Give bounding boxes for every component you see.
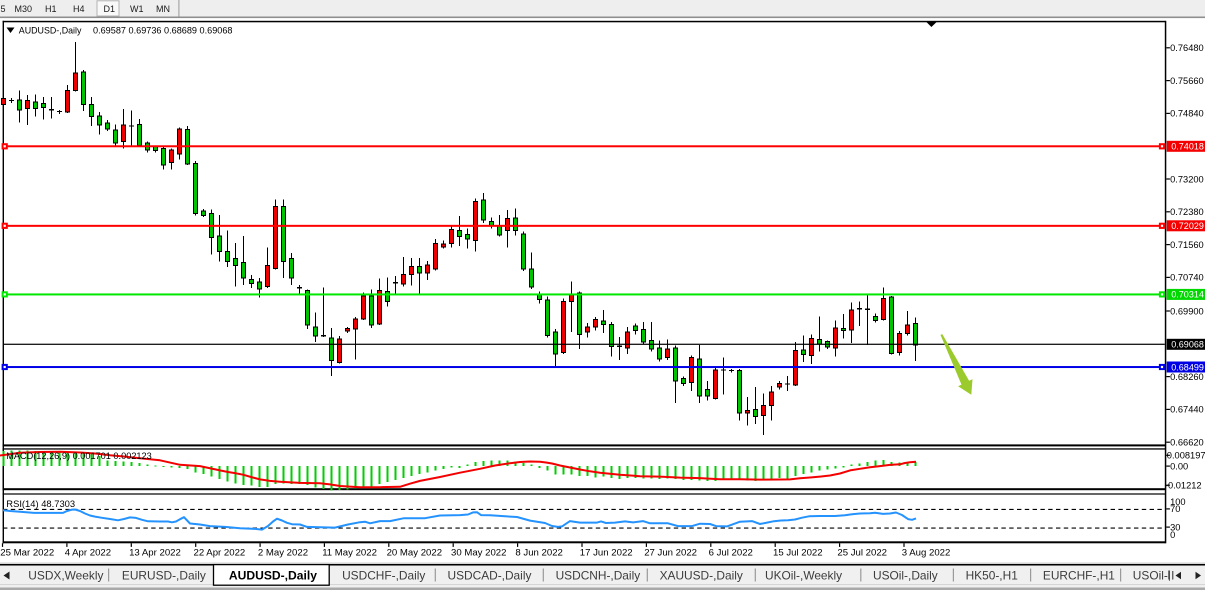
svg-text:EURUSD-,Daily: EURUSD-,Daily	[122, 569, 206, 583]
svg-text:0.68499: 0.68499	[1171, 362, 1204, 372]
svg-text:USOil-,Daily: USOil-,Daily	[873, 569, 938, 583]
svg-text:RSI(14) 48.7303: RSI(14) 48.7303	[6, 498, 75, 509]
svg-text:USOil-,I: USOil-,I	[1133, 569, 1175, 583]
svg-text:20 May 2022: 20 May 2022	[387, 547, 442, 558]
svg-text:8 Jun 2022: 8 Jun 2022	[515, 547, 562, 558]
svg-text:HK50-,H1: HK50-,H1	[966, 569, 1019, 583]
svg-text:2 May 2022: 2 May 2022	[258, 547, 308, 558]
svg-text:0.72380: 0.72380	[1170, 207, 1204, 217]
svg-text:USDCAD-,Daily: USDCAD-,Daily	[448, 569, 532, 583]
svg-text:-0.01212: -0.01212	[1165, 481, 1202, 491]
svg-text:0.74018: 0.74018	[1171, 142, 1204, 152]
svg-text:11 May 2022: 11 May 2022	[322, 547, 377, 558]
svg-text:0.69068: 0.69068	[1171, 340, 1204, 350]
svg-text:MN: MN	[156, 4, 170, 14]
svg-text:0.008197: 0.008197	[1167, 451, 1205, 461]
svg-text:0.70314: 0.70314	[1171, 290, 1204, 300]
svg-text:0.72029: 0.72029	[1171, 221, 1204, 231]
svg-text:0.68260: 0.68260	[1170, 372, 1204, 382]
svg-text:0.75660: 0.75660	[1170, 76, 1204, 86]
svg-text:0.73200: 0.73200	[1170, 174, 1204, 184]
svg-text:0.00: 0.00	[1170, 461, 1188, 471]
svg-text:USDCHF-,Daily: USDCHF-,Daily	[342, 569, 425, 583]
svg-text:0: 0	[1170, 530, 1175, 540]
svg-text:15 Jul 2022: 15 Jul 2022	[773, 547, 823, 558]
svg-text:22 Apr 2022: 22 Apr 2022	[194, 547, 246, 558]
svg-text:USDCNH-,Daily: USDCNH-,Daily	[556, 569, 641, 583]
svg-text:3 Aug 2022: 3 Aug 2022	[902, 547, 951, 558]
svg-text:0.69900: 0.69900	[1170, 306, 1204, 316]
svg-text:AUDUSD-,Daily: AUDUSD-,Daily	[19, 26, 82, 36]
svg-text:0.66620: 0.66620	[1170, 438, 1204, 448]
svg-text:H1: H1	[45, 4, 57, 14]
svg-text:XAUUSD-,Daily: XAUUSD-,Daily	[660, 569, 743, 583]
svg-text:17 Jun 2022: 17 Jun 2022	[580, 547, 633, 558]
svg-text:100: 100	[1170, 497, 1186, 507]
svg-text:W1: W1	[130, 4, 144, 14]
svg-text:25 Jul 2022: 25 Jul 2022	[837, 547, 887, 558]
svg-text:0.71560: 0.71560	[1170, 240, 1204, 250]
svg-text:0.70740: 0.70740	[1170, 273, 1204, 283]
svg-text:M30: M30	[15, 4, 33, 14]
svg-text:30: 30	[1170, 522, 1180, 532]
svg-text:EURCHF-,H1: EURCHF-,H1	[1043, 569, 1115, 583]
svg-text:H4: H4	[73, 4, 85, 14]
svg-text:27 Jun 2022: 27 Jun 2022	[644, 547, 697, 558]
svg-text:4 Apr 2022: 4 Apr 2022	[65, 547, 111, 558]
svg-text:0.69587 0.69736 0.68689 0.6906: 0.69587 0.69736 0.68689 0.69068	[93, 26, 233, 36]
svg-text:25 Mar 2022: 25 Mar 2022	[0, 547, 54, 558]
svg-text:MACD(12,26,9) 0.001701 0.00212: MACD(12,26,9) 0.001701 0.002123	[6, 451, 152, 461]
svg-text:UKOil-,Weekly: UKOil-,Weekly	[765, 569, 842, 583]
svg-text:USDX,Weekly: USDX,Weekly	[28, 569, 103, 583]
svg-text:13 Apr 2022: 13 Apr 2022	[129, 547, 181, 558]
svg-text:0.67440: 0.67440	[1170, 405, 1204, 415]
svg-text:0.76480: 0.76480	[1170, 43, 1204, 53]
svg-text:70: 70	[1170, 504, 1180, 514]
svg-text:5: 5	[1, 4, 6, 14]
svg-text:AUDUSD-,Daily: AUDUSD-,Daily	[229, 569, 317, 583]
svg-text:0.74840: 0.74840	[1170, 109, 1204, 119]
svg-text:6 Jul 2022: 6 Jul 2022	[709, 547, 753, 558]
svg-text:30 May 2022: 30 May 2022	[451, 547, 506, 558]
svg-text:D1: D1	[104, 4, 116, 14]
